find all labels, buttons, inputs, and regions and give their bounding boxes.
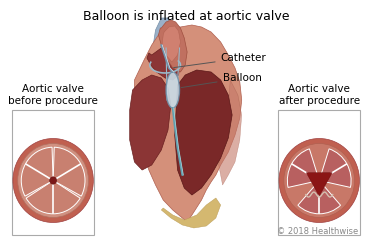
Circle shape bbox=[13, 138, 93, 222]
Wedge shape bbox=[26, 180, 80, 214]
Wedge shape bbox=[298, 180, 340, 214]
Polygon shape bbox=[147, 45, 180, 80]
Ellipse shape bbox=[166, 72, 180, 108]
Polygon shape bbox=[152, 18, 171, 65]
Text: Catheter: Catheter bbox=[174, 53, 266, 68]
Wedge shape bbox=[53, 147, 85, 196]
Polygon shape bbox=[306, 173, 332, 196]
Circle shape bbox=[18, 144, 89, 217]
Wedge shape bbox=[319, 149, 351, 187]
Text: Balloon is inflated at aortic valve: Balloon is inflated at aortic valve bbox=[83, 10, 290, 23]
Circle shape bbox=[50, 177, 57, 184]
Text: Aortic valve
after procedure: Aortic valve after procedure bbox=[279, 84, 360, 106]
Polygon shape bbox=[134, 25, 242, 222]
Polygon shape bbox=[130, 75, 171, 170]
Polygon shape bbox=[175, 70, 232, 195]
Circle shape bbox=[284, 144, 355, 217]
Wedge shape bbox=[287, 149, 319, 187]
Circle shape bbox=[279, 138, 360, 222]
FancyBboxPatch shape bbox=[12, 110, 94, 235]
Polygon shape bbox=[162, 26, 180, 62]
Polygon shape bbox=[161, 198, 221, 228]
FancyBboxPatch shape bbox=[278, 110, 360, 235]
Polygon shape bbox=[219, 80, 242, 185]
Text: Aortic valve
before procedure: Aortic valve before procedure bbox=[8, 84, 98, 106]
Text: Balloon: Balloon bbox=[181, 73, 261, 88]
Text: © 2018 Healthwise: © 2018 Healthwise bbox=[277, 227, 358, 236]
Wedge shape bbox=[21, 147, 53, 196]
Polygon shape bbox=[159, 20, 187, 72]
